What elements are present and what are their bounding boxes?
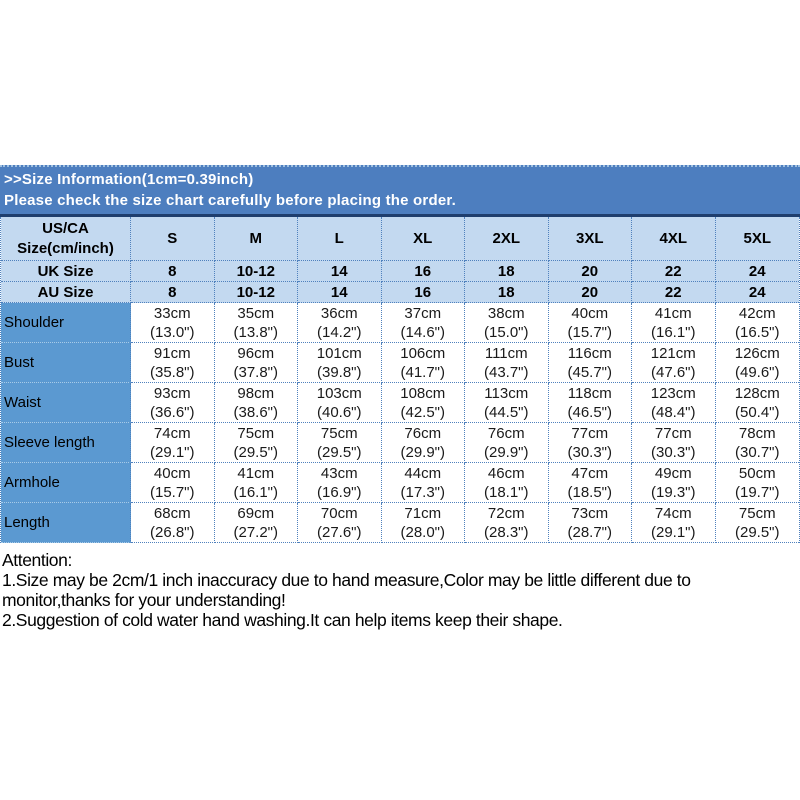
measurement-value-cell: 77cm (30.3") [548,423,632,463]
measurement-value-cell: 47cm (18.5") [548,463,632,503]
measurement-value-cell: 91cm (35.8") [131,343,215,383]
size-value-cell: 18 [465,261,549,282]
row-label-cell: Waist [1,383,131,423]
row-label-cell: Sleeve length [1,423,131,463]
measurement-value-cell: 75cm (29.5") [298,423,382,463]
size-information-sheet: >>Size Information(1cm=0.39inch) Please … [0,165,800,630]
size-value-cell: 18 [465,282,549,303]
measurement-value-cell: 37cm (14.6") [381,303,465,343]
measurement-value-cell: 96cm (37.8") [214,343,298,383]
size-value-cell: 10-12 [214,282,298,303]
size-value-cell: 22 [632,282,716,303]
row-label-cell: Bust [1,343,131,383]
measurement-value-cell: 121cm (47.6") [632,343,716,383]
measurement-value-cell: 40cm (15.7") [548,303,632,343]
measurement-value-cell: 41cm (16.1") [214,463,298,503]
measurement-value-cell: 123cm (48.4") [632,383,716,423]
measurement-value-cell: 46cm (18.1") [465,463,549,503]
measurement-value-cell: 70cm (27.6") [298,503,382,543]
measurement-value-cell: 74cm (29.1") [632,503,716,543]
row-label-cell: Length [1,503,131,543]
measurement-value-cell: 101cm (39.8") [298,343,382,383]
measurement-value-cell: 77cm (30.3") [632,423,716,463]
measurement-value-cell: 50cm (19.7") [715,463,799,503]
size-value-cell: 8 [131,261,215,282]
measurement-value-cell: 35cm (13.8") [214,303,298,343]
measurement-value-cell: 126cm (49.6") [715,343,799,383]
size-value-cell: 24 [715,282,799,303]
banner-title: >>Size Information(1cm=0.39inch) [4,171,254,188]
measurement-value-cell: 78cm (30.7") [715,423,799,463]
measurement-value-cell: 41cm (16.1") [632,303,716,343]
measurement-value-cell: 38cm (15.0") [465,303,549,343]
measurement-value-cell: 93cm (36.6") [131,383,215,423]
size-value-cell: 16 [381,282,465,303]
measurement-value-cell: 68cm (26.8") [131,503,215,543]
measurement-value-cell: 42cm (16.5") [715,303,799,343]
row-label-cell: Armhole [1,463,131,503]
attention-note-2: 2.Suggestion of cold water hand washing.… [2,610,563,630]
size-value-cell: 20 [548,282,632,303]
attention-title: Attention: [2,550,72,570]
measurement-value-cell: 76cm (29.9") [381,423,465,463]
size-header-cell: XL [381,217,465,261]
measurement-value-cell: 116cm (45.7") [548,343,632,383]
size-value-cell: 8 [131,282,215,303]
measurement-value-cell: 73cm (28.7") [548,503,632,543]
measurement-value-cell: 103cm (40.6") [298,383,382,423]
size-value-cell: 24 [715,261,799,282]
measurement-value-cell: 98cm (38.6") [214,383,298,423]
row-label-cell: AU Size [1,282,131,303]
measurement-value-cell: 108cm (42.5") [381,383,465,423]
measurement-value-cell: 111cm (43.7") [465,343,549,383]
size-value-cell: 14 [298,261,382,282]
measurement-value-cell: 72cm (28.3") [465,503,549,543]
measurement-value-cell: 33cm (13.0") [131,303,215,343]
attention-note-1: 1.Size may be 2cm/1 inch inaccuracy due … [2,570,691,610]
size-header-cell: 3XL [548,217,632,261]
banner-divider [0,214,800,217]
measurement-value-cell: 75cm (29.5") [715,503,799,543]
measurement-value-cell: 69cm (27.2") [214,503,298,543]
measurement-value-cell: 106cm (41.7") [381,343,465,383]
size-table: US/CA Size(cm/inch) S M L XL 2XL 3XL 4XL 5XL UK S… [0,217,800,543]
size-header-cell: S [131,217,215,261]
size-header-cell: 5XL [715,217,799,261]
measurement-value-cell: 118cm (46.5") [548,383,632,423]
attention-section: Attention: 1.Size may be 2cm/1 inch inac… [0,550,800,630]
measurement-value-cell: 44cm (17.3") [381,463,465,503]
measurement-value-cell: 36cm (14.2") [298,303,382,343]
size-info-banner: >>Size Information(1cm=0.39inch) Please … [0,165,800,214]
measurement-value-cell: 71cm (28.0") [381,503,465,543]
row-label-cell: UK Size [1,261,131,282]
size-value-cell: 14 [298,282,382,303]
banner-subtitle: Please check the size chart carefully be… [4,192,456,209]
measurement-value-cell: 76cm (29.9") [465,423,549,463]
measurement-value-cell: 40cm (15.7") [131,463,215,503]
size-value-cell: 20 [548,261,632,282]
measurement-value-cell: 49cm (19.3") [632,463,716,503]
measurement-value-cell: 74cm (29.1") [131,423,215,463]
size-value-cell: 16 [381,261,465,282]
size-header-cell: 4XL [632,217,716,261]
size-value-cell: 10-12 [214,261,298,282]
measurement-value-cell: 128cm (50.4") [715,383,799,423]
size-header-cell: M [214,217,298,261]
size-value-cell: 22 [632,261,716,282]
row-label-cell: Shoulder [1,303,131,343]
size-header-cell: 2XL [465,217,549,261]
measurement-value-cell: 75cm (29.5") [214,423,298,463]
measurement-value-cell: 113cm (44.5") [465,383,549,423]
measurement-value-cell: 43cm (16.9") [298,463,382,503]
size-header-cell: L [298,217,382,261]
corner-header-cell: US/CA Size(cm/inch) [1,217,131,261]
